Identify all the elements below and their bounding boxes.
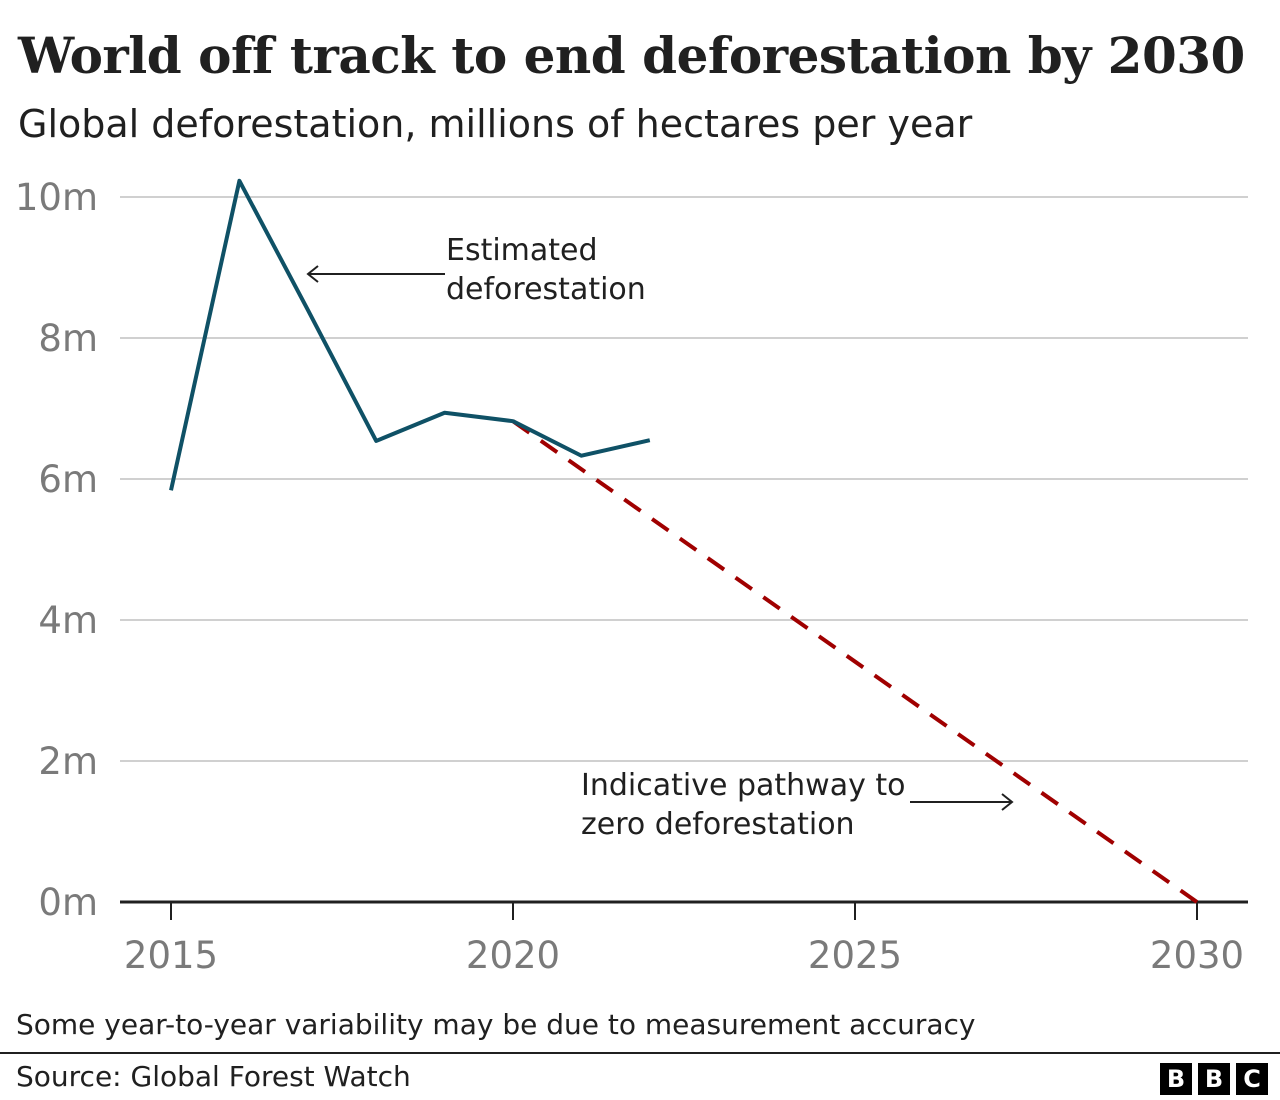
x-tick-label: 2025: [808, 934, 902, 977]
footer-divider: [0, 1052, 1280, 1054]
chart-source: Source: Global Forest Watch: [16, 1060, 411, 1093]
y-tick-label: 8m: [38, 317, 98, 360]
x-tick-label: 2030: [1150, 934, 1244, 977]
y-tick-label: 2m: [38, 740, 98, 783]
deforestation-line: [169, 178, 651, 491]
annotation-pathway-line2: zero deforestation: [581, 807, 855, 842]
logo-letter: C: [1236, 1063, 1268, 1095]
y-tick-label: 10m: [15, 176, 98, 219]
bbc-logo: B B C: [1160, 1063, 1268, 1095]
logo-letter: B: [1198, 1063, 1230, 1095]
annotation-estimated-line1: Estimated: [446, 233, 598, 268]
x-tick-label: 2020: [466, 934, 560, 977]
arrowhead-icon: [1001, 793, 1014, 811]
chart-subtitle: Global deforestation, millions of hectar…: [18, 102, 973, 146]
annotation-estimated-line2: deforestation: [446, 272, 646, 307]
y-tick-label: 6m: [38, 458, 98, 501]
annotation-pathway-line1: Indicative pathway to: [581, 768, 906, 803]
chart-title: World off track to end deforestation by …: [18, 26, 1245, 85]
pathway-line: [511, 419, 1199, 904]
x-tick-label: 2015: [124, 934, 218, 977]
logo-letter: B: [1160, 1063, 1192, 1095]
arrowhead-icon: [306, 265, 319, 283]
chart-note: Some year-to-year variability may be due…: [16, 1008, 976, 1041]
y-tick-label: 4m: [38, 599, 98, 642]
y-tick-label: 0m: [38, 881, 98, 924]
